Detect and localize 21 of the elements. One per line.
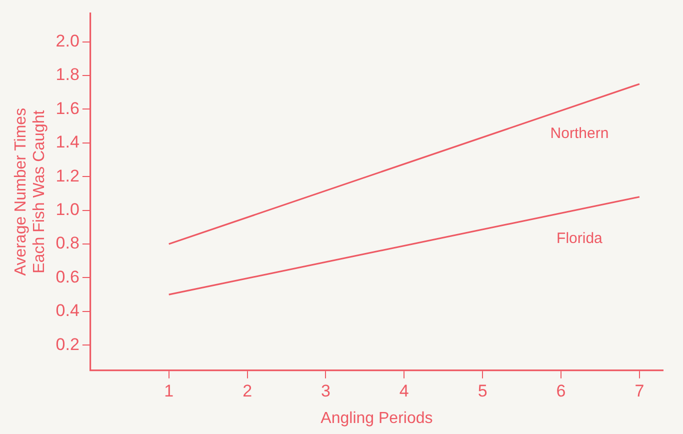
y-tick-label: 2.0 <box>56 32 80 51</box>
y-axis-title: Average Number Times Each Fish Was Caught <box>12 108 48 276</box>
x-tick-label: 3 <box>321 381 330 400</box>
y-tick-label: 1.0 <box>56 200 80 220</box>
y-tick-label: 0.4 <box>56 301 80 320</box>
x-tick-label: 7 <box>634 381 644 400</box>
x-tick-label: 4 <box>399 381 409 400</box>
y-tick-label: 0.2 <box>56 334 80 354</box>
y-tick-label: 1.2 <box>56 166 80 186</box>
x-axis-title: Angling Periods <box>320 410 433 427</box>
y-tick-label: 0.8 <box>56 234 80 253</box>
x-tick-label: 6 <box>556 381 566 400</box>
y-tick-label: 0.6 <box>56 267 80 286</box>
y-tick-label: 1.8 <box>56 65 80 84</box>
series-label: Northern <box>550 125 609 142</box>
series-label: Florida <box>556 230 604 247</box>
y-tick-label: 1.6 <box>56 98 80 118</box>
x-tick-label: 5 <box>478 381 488 400</box>
x-tick-label: 2 <box>242 381 252 400</box>
y-tick-label: 1.4 <box>56 132 80 152</box>
x-tick-label: 1 <box>164 381 174 400</box>
